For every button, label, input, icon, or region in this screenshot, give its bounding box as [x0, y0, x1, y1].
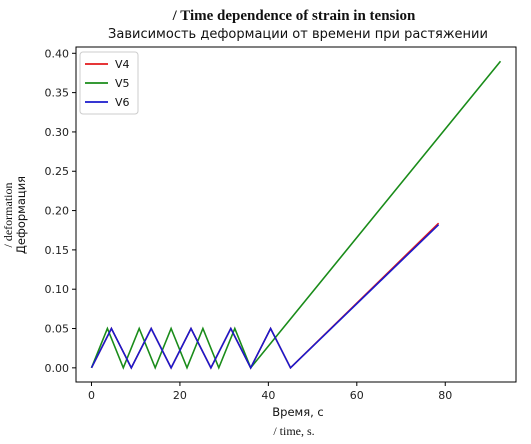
y-tick-label: 0.15 — [45, 244, 70, 257]
series-line-v5 — [90, 60, 502, 370]
y-axis: 0.00 0.05 0.10 0.15 0.20 0.25 0.30 0.35 0.40 — [45, 47, 76, 375]
x-tick-label: 60 — [350, 389, 364, 402]
y-axis-label: Деформация — [14, 176, 28, 254]
chart-title-en: / Time dependence of strain in tension — [172, 8, 416, 24]
x-axis-label-en: / time, s. — [273, 424, 314, 438]
x-tick-label: 80 — [438, 389, 452, 402]
x-tick-label: 20 — [173, 389, 187, 402]
legend: V4 V5 V6 — [79, 51, 139, 115]
series-line-v6 — [90, 224, 440, 370]
x-axis-label: Время, с — [272, 405, 324, 419]
legend-label-v5: V5 — [115, 77, 130, 90]
y-tick-label: 0.35 — [45, 87, 70, 100]
legend-label-v6: V6 — [115, 96, 130, 109]
plot-area — [75, 46, 517, 383]
y-tick-label: 0.30 — [45, 126, 70, 139]
x-tick-label: 40 — [261, 389, 275, 402]
chart-title: Зависимость деформации от времени при ра… — [108, 27, 488, 42]
legend-label-v4: V4 — [115, 58, 130, 71]
y-axis-label-en: / deformation — [1, 183, 15, 248]
y-tick-label: 0.20 — [45, 205, 70, 218]
y-tick-label: 0.00 — [45, 362, 70, 375]
y-tick-label: 0.10 — [45, 283, 70, 296]
series-layer — [90, 60, 502, 370]
x-tick-label: 0 — [88, 389, 95, 402]
legend-frame — [79, 51, 139, 115]
y-tick-label: 0.05 — [45, 323, 70, 336]
x-axis: 0 20 40 60 80 — [88, 382, 452, 402]
y-tick-label: 0.25 — [45, 165, 70, 178]
y-tick-label: 0.40 — [45, 47, 70, 60]
